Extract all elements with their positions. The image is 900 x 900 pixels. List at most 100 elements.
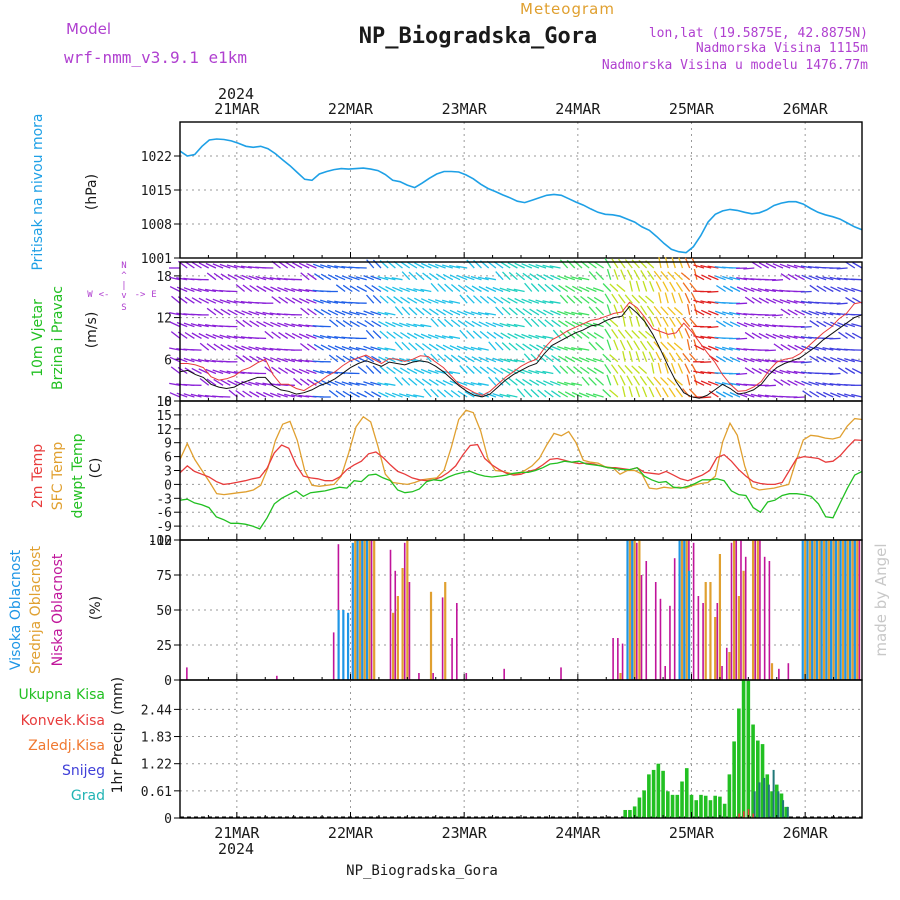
wind-arrow [408, 377, 418, 386]
wind-arrow [492, 322, 504, 328]
wind-arrow [794, 274, 805, 281]
wind-arrow [686, 339, 691, 351]
wind-arrow [234, 309, 245, 316]
wind-arrow [729, 356, 741, 363]
wind-arrow [671, 257, 676, 269]
wind-arrow [342, 284, 353, 293]
wind-arrow [457, 319, 468, 328]
wind-arrow [557, 355, 569, 363]
wind-arrow [255, 311, 267, 316]
wind-arrow [780, 273, 791, 281]
wind-arrow [197, 394, 209, 398]
wind-arrow [543, 274, 554, 281]
wind-arrow [444, 283, 454, 292]
wind-arrow [386, 331, 396, 339]
wind-arrow [521, 333, 533, 340]
low-cloud-bar [759, 540, 761, 680]
high-cloud-bar [346, 612, 350, 680]
wind-arrow [437, 318, 447, 328]
wind-arrow [773, 378, 784, 386]
wind-arrow [655, 316, 662, 327]
wind-arrow [822, 276, 834, 281]
y-tick-label: -6 [156, 506, 172, 521]
wind-arrow [626, 340, 633, 351]
wind-arrow [715, 355, 726, 363]
wind-arrow [183, 287, 195, 293]
wind-arrow [822, 382, 834, 386]
low-cloud-bar [654, 582, 657, 680]
wind-arrow [559, 330, 569, 339]
wind-arrow [571, 346, 583, 351]
wind-arrow [256, 285, 267, 293]
wind-arrow [248, 381, 260, 386]
wind-arrow [514, 297, 525, 304]
wind-arrow [521, 298, 533, 304]
wind-arrow [456, 345, 468, 351]
wind-arrow [604, 363, 612, 374]
low-cloud-bar [370, 540, 373, 680]
wind-arrow [392, 321, 403, 328]
wind-arrow [241, 274, 253, 281]
wind-arrow [191, 332, 202, 339]
wind-arrow [371, 355, 382, 363]
wind-arrow [802, 390, 813, 398]
wind-arrow [729, 276, 741, 281]
wind-arrow [313, 308, 324, 316]
mid-cloud-bar [818, 540, 821, 680]
wind-arrow [263, 285, 274, 293]
wind-arrow [277, 322, 288, 328]
high-cloud-bar [337, 610, 340, 680]
meteogram-label: Meteogram [520, 0, 615, 18]
svg-text:E: E [151, 290, 156, 300]
wind-arrow [722, 346, 733, 351]
wind-arrow [580, 331, 590, 339]
wind-arrow [662, 316, 669, 327]
wind-arrow [619, 339, 626, 351]
wind-arrow [443, 389, 454, 398]
wind-arrow [722, 320, 734, 328]
wind-arrow [515, 378, 525, 386]
wind-arrow [809, 320, 820, 328]
cloud-ylabel-low: Niska Oblacnost [50, 553, 66, 666]
wind-arrow [743, 267, 755, 270]
wind-arrow [212, 369, 224, 375]
wind-arrow [635, 386, 641, 398]
wind-arrow [535, 334, 547, 340]
wind-arrow [642, 351, 648, 363]
wind-arrow [800, 361, 812, 364]
wind-arrow [530, 318, 540, 328]
wind-arrow [349, 320, 360, 328]
wind-arrow [298, 359, 310, 363]
total-precip-bar [656, 763, 661, 818]
wind-arrow [307, 308, 317, 316]
wind-arrow [494, 341, 504, 351]
wind-arrow [544, 319, 554, 328]
wind-arrow [435, 379, 446, 386]
wind-arrow [750, 393, 762, 398]
wind-arrow [384, 392, 396, 398]
wind-arrow [197, 323, 209, 328]
wind-arrow [363, 310, 375, 316]
wind-arrow [372, 330, 382, 339]
wind-arrow [664, 362, 669, 374]
wind-arrow [384, 347, 396, 351]
wind-arrow [595, 377, 605, 386]
wind-arrow [571, 321, 583, 328]
wind-arrow [516, 388, 526, 398]
wind-arrow [800, 265, 812, 269]
wind-arrow [613, 269, 619, 280]
low-cloud-bar [787, 663, 790, 680]
conv-precip-bar [752, 813, 755, 818]
mid-cloud-bar [841, 540, 845, 680]
wind-arrow [750, 287, 762, 293]
wind-arrow [470, 311, 482, 316]
wind-arrow [736, 347, 748, 351]
high-cloud-bar [853, 540, 856, 680]
wind-arrow [430, 318, 439, 328]
wind-arrow [573, 330, 583, 339]
mid-cloud-bar [354, 540, 357, 680]
wind-arrow [227, 309, 238, 316]
low-cloud-bar [389, 549, 392, 680]
wind-arrow [378, 356, 389, 363]
